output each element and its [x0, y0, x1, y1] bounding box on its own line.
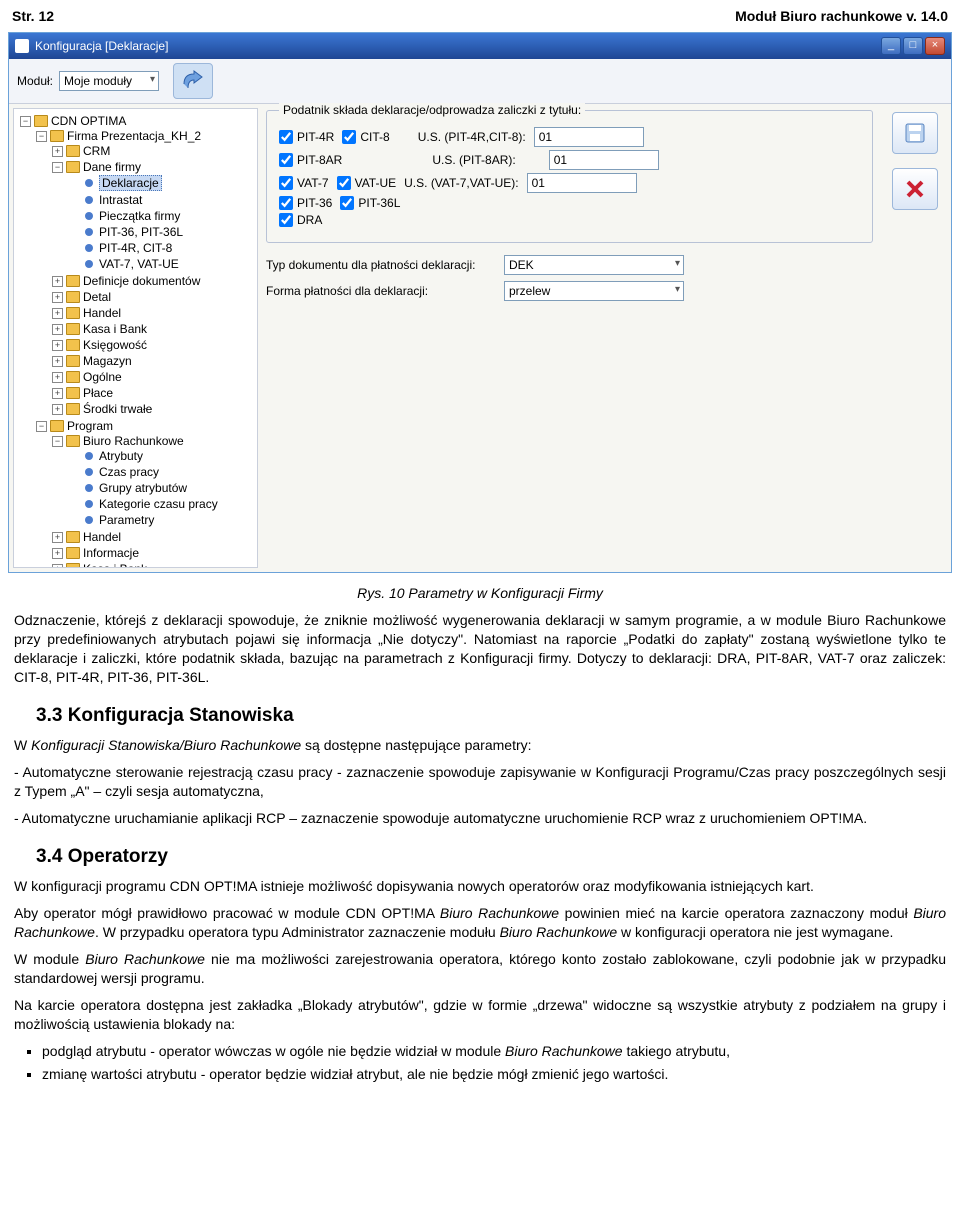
declarations-panel: Podatnik składa deklaracje/odprowadza za… — [262, 104, 951, 572]
forma-label: Forma płatności dla deklaracji: — [266, 284, 496, 298]
typ-select[interactable]: DEK — [504, 255, 684, 275]
us1-label: U.S. (PIT-4R,CIT-8): — [418, 130, 526, 144]
minimize-button[interactable]: _ — [881, 37, 901, 55]
module-select-value: Moje moduły — [64, 74, 132, 88]
blockade-list: podgląd atrybutu - operator wówczas w og… — [42, 1042, 946, 1084]
tree-item[interactable]: +Magazyn — [52, 354, 132, 368]
module-label: Moduł: — [17, 74, 53, 88]
close-button[interactable]: × — [925, 37, 945, 55]
chk-cit8[interactable]: CIT-8 — [342, 130, 389, 144]
chk-vat7[interactable]: VAT-7 — [279, 176, 329, 190]
para-34c: W module Biuro Rachunkowe nie ma możliwo… — [14, 950, 946, 988]
tree-item[interactable]: Atrybuty — [68, 449, 143, 463]
tree-deklaracje[interactable]: Deklaracje — [68, 175, 162, 191]
tree-item[interactable]: +Informacje — [52, 546, 139, 560]
tree-root[interactable]: −CDN OPTIMA — [20, 114, 126, 128]
tree-item[interactable]: +CRM — [52, 144, 110, 158]
fieldset-legend: Podatnik składa deklaracje/odprowadza za… — [279, 103, 585, 117]
heading-3-3: 3.3 Konfiguracja Stanowiska — [36, 703, 946, 729]
list-item: podgląd atrybutu - operator wówczas w og… — [42, 1042, 946, 1061]
us2-label: U.S. (PIT-8AR): — [432, 153, 515, 167]
us1-input[interactable] — [534, 127, 644, 147]
titlebar: Konfiguracja [Deklaracje] _ □ × — [9, 33, 951, 59]
page-number: Str. 12 — [12, 8, 54, 24]
para-1: Odznaczenie, którejś z deklaracji spowod… — [14, 611, 946, 687]
tree-item[interactable]: +Płace — [52, 386, 113, 400]
tree-item[interactable]: Pieczątka firmy — [68, 209, 180, 223]
tree-item[interactable]: +Środki trwałe — [52, 402, 152, 416]
tree-item[interactable]: PIT-36, PIT-36L — [68, 225, 183, 239]
tree-item[interactable]: PIT-4R, CIT-8 — [68, 241, 172, 255]
tree-item[interactable]: Kategorie czasu pracy — [68, 497, 218, 511]
module-select[interactable]: Moje moduły — [59, 71, 159, 91]
maximize-button[interactable]: □ — [903, 37, 923, 55]
chk-pit8ar[interactable]: PIT-8AR — [279, 153, 342, 167]
tree-item[interactable]: +Definicje dokumentów — [52, 274, 200, 288]
tree-item[interactable]: +Kasa i Bank — [52, 322, 147, 336]
chk-pit4r[interactable]: PIT-4R — [279, 130, 334, 144]
tree-item[interactable]: Parametry — [68, 513, 154, 527]
declarations-fieldset: Podatnik składa deklaracje/odprowadza za… — [266, 110, 873, 243]
refresh-icon[interactable] — [173, 63, 213, 99]
tree-item[interactable]: +Kasa i Bank — [52, 562, 147, 568]
window-title: Konfiguracja [Deklaracje] — [35, 39, 168, 53]
tree-item[interactable]: Intrastat — [68, 193, 142, 207]
para-34b: Aby operator mógł prawidłowo pracować w … — [14, 904, 946, 942]
toolbar: Moduł: Moje moduły — [9, 59, 951, 104]
tree-biuro[interactable]: −Biuro Rachunkowe — [52, 434, 184, 448]
typ-label: Typ dokumentu dla płatności deklaracji: — [266, 258, 496, 272]
save-button[interactable] — [892, 112, 938, 154]
body-text: Odznaczenie, którejś z deklaracji spowod… — [0, 611, 960, 1109]
tree-program[interactable]: −Program — [36, 419, 113, 433]
heading-3-4: 3.4 Operatorzy — [36, 844, 946, 870]
us2-input[interactable] — [549, 150, 659, 170]
page-header: Str. 12 Moduł Biuro rachunkowe v. 14.0 — [0, 0, 960, 32]
figure-caption: Rys. 10 Parametry w Konfiguracji Firmy — [0, 585, 960, 601]
app-icon — [15, 39, 29, 53]
chk-pit36[interactable]: PIT-36 — [279, 196, 332, 210]
tree-item[interactable]: +Ogólne — [52, 370, 122, 384]
tree-item[interactable]: Czas pracy — [68, 465, 159, 479]
list-item: zmianę wartości atrybutu - operator będz… — [42, 1065, 946, 1084]
tree-item[interactable]: +Handel — [52, 530, 121, 544]
para-33a: W Konfiguracji Stanowiska/Biuro Rachunko… — [14, 736, 946, 755]
chk-vatue[interactable]: VAT-UE — [337, 176, 397, 190]
tree-item[interactable]: +Handel — [52, 306, 121, 320]
config-window: Konfiguracja [Deklaracje] _ □ × Moduł: M… — [8, 32, 952, 573]
tree-firma[interactable]: −Firma Prezentacja_KH_2 — [36, 129, 201, 143]
tree-item[interactable]: +Księgowość — [52, 338, 147, 352]
module-title: Moduł Biuro rachunkowe v. 14.0 — [735, 8, 948, 24]
chk-dra[interactable]: DRA — [279, 213, 322, 227]
cancel-button[interactable] — [892, 168, 938, 210]
tree-item[interactable]: VAT-7, VAT-UE — [68, 257, 179, 271]
tree-panel[interactable]: −CDN OPTIMA −Firma Prezentacja_KH_2 +CRM… — [13, 108, 258, 568]
forma-select[interactable]: przelew — [504, 281, 684, 301]
chk-pit36l[interactable]: PIT-36L — [340, 196, 400, 210]
us3-input[interactable] — [527, 173, 637, 193]
para-34a: W konfiguracji programu CDN OPT!MA istni… — [14, 877, 946, 896]
para-34d: Na karcie operatora dostępna jest zakład… — [14, 996, 946, 1034]
tree-item[interactable]: Grupy atrybutów — [68, 481, 187, 495]
para-33c: - Automatyczne uruchamianie aplikacji RC… — [14, 809, 946, 828]
us3-label: U.S. (VAT-7,VAT-UE): — [404, 176, 518, 190]
tree-item[interactable]: +Detal — [52, 290, 111, 304]
tree-dane-firmy[interactable]: −Dane firmy — [52, 160, 141, 174]
para-33b: - Automatyczne sterowanie rejestracją cz… — [14, 763, 946, 801]
